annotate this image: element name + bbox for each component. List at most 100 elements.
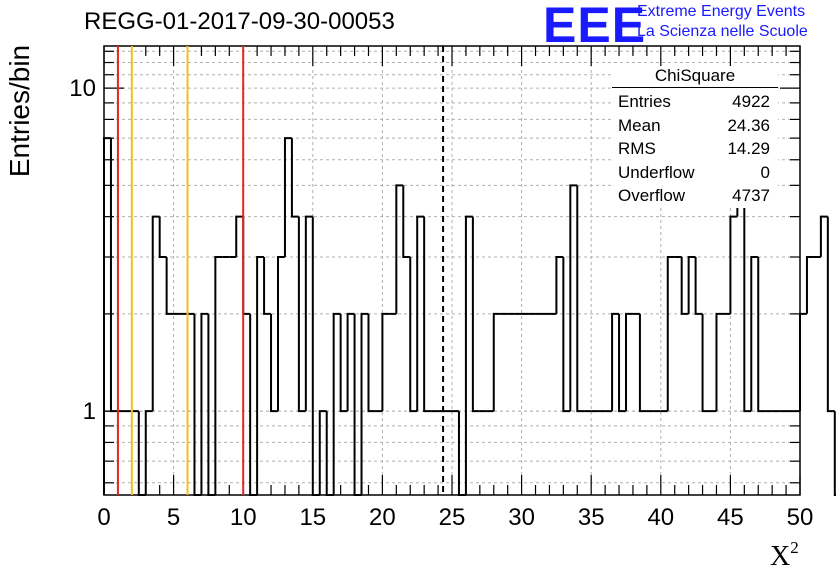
stats-value: 0	[760, 162, 770, 182]
histogram-bin	[353, 313, 362, 496]
histogram-bin	[701, 313, 710, 413]
stats-row-rms: RMS 14.29	[612, 137, 778, 161]
histogram-bin	[339, 313, 348, 413]
x-tick-label: 5	[167, 504, 180, 531]
stats-value: 14.29	[727, 139, 770, 158]
stats-row-mean: Mean 24.36	[612, 114, 778, 138]
histogram-bin	[492, 312, 501, 412]
x-tick-label: 50	[787, 504, 814, 531]
histogram-bin	[318, 410, 327, 495]
histogram-bin	[144, 410, 153, 495]
x-tick-label: 15	[299, 504, 326, 531]
histogram-bin	[402, 185, 411, 259]
histogram-bin	[750, 256, 759, 412]
histogram-bin	[687, 256, 696, 314]
stats-box: ChiSquare Entries 4922 Mean 24.36 RMS 14…	[612, 66, 778, 208]
histogram-bin	[277, 256, 285, 412]
histogram-bin	[625, 312, 633, 412]
histogram-bin	[805, 256, 814, 314]
histogram-bin	[576, 185, 585, 413]
histogram-bin	[297, 216, 306, 413]
histogram-bin	[409, 257, 418, 413]
histogram-bin	[416, 215, 425, 412]
histogram-bin	[193, 313, 202, 496]
histogram-bin	[423, 216, 432, 413]
stats-label: RMS	[618, 139, 656, 158]
stats-label: Entries	[618, 92, 671, 111]
histogram-bars	[103, 137, 836, 496]
histogram-bin	[214, 256, 223, 495]
histogram-bin	[332, 312, 341, 495]
logo-line-1: Extreme Energy Events	[637, 3, 806, 20]
x-axis-label: X2	[770, 538, 799, 573]
histogram-bin	[311, 216, 320, 496]
x-tick-label: 10	[230, 504, 257, 531]
histogram-bin	[290, 138, 299, 218]
histogram-bin	[283, 137, 292, 258]
histogram-bin	[457, 411, 466, 496]
histogram-bin	[304, 215, 313, 412]
y-tick-label: 1	[83, 398, 96, 425]
histogram-bin	[270, 313, 278, 413]
x-axis-label-superscript: 2	[790, 538, 799, 557]
histogram-bin	[819, 215, 828, 258]
histogram-bin	[158, 216, 167, 259]
x-tick-label: 25	[439, 504, 466, 531]
stats-row-entries: Entries 4922	[612, 90, 778, 114]
stats-label: Underflow	[618, 162, 695, 182]
histogram-bin	[165, 257, 174, 315]
histogram-bin	[151, 215, 160, 412]
x-axis-ticks: 0 5 10 15 20 25 30 35 40 45 50	[97, 46, 813, 531]
histogram-bin	[611, 312, 620, 412]
eee-logo: EEE	[543, 0, 647, 53]
x-tick-label: 30	[508, 504, 535, 531]
histogram-bin	[381, 312, 390, 412]
histogram-bin	[249, 313, 258, 496]
marker-lines	[116, 46, 445, 495]
histogram-bin	[137, 411, 146, 496]
histogram-bin	[360, 312, 369, 495]
x-axis-label-base: X	[770, 541, 791, 572]
histogram-bin	[555, 256, 564, 314]
histogram-bin	[694, 257, 703, 315]
histogram-bin	[826, 216, 835, 413]
histogram-bin	[103, 137, 111, 495]
x-tick-label: 40	[647, 504, 674, 531]
histogram-bin	[799, 312, 807, 412]
histogram-bin	[638, 313, 647, 413]
stats-row-underflow: Underflow 0	[612, 161, 778, 185]
y-tick-label: 10	[69, 75, 96, 102]
histogram-bin	[471, 216, 480, 413]
stats-row-overflow: Overflow 4737	[612, 184, 778, 208]
stats-label: Mean	[618, 115, 661, 135]
x-tick-label: 0	[97, 504, 110, 531]
histogram-bin	[715, 312, 724, 412]
stats-value: 4737	[732, 186, 770, 205]
x-tick-label: 20	[369, 504, 396, 531]
histogram-bin	[757, 257, 766, 413]
histogram-bin	[666, 256, 675, 412]
histogram-bin	[346, 312, 355, 412]
histogram-bin	[729, 215, 738, 314]
histogram-bin	[207, 313, 216, 496]
x-tick-label: 45	[717, 504, 744, 531]
histogram-bin	[109, 138, 118, 413]
histogram-bin	[569, 184, 578, 412]
histogram-bin	[680, 257, 689, 315]
histogram-bin	[235, 215, 244, 258]
histogram-bin	[833, 411, 836, 496]
stats-value: 24.36	[727, 115, 770, 135]
y-axis-label: Entries/bin	[4, 44, 35, 178]
stats-label: Overflow	[618, 186, 686, 205]
y-axis-ticks: 1 10	[69, 50, 800, 484]
histogram-bin	[367, 313, 376, 413]
chart-title: REGG-01-2017-09-30-00053	[84, 8, 395, 35]
histogram-bin	[242, 216, 251, 315]
stats-value: 4922	[732, 92, 770, 111]
histogram-bin	[395, 184, 404, 314]
histogram-bin	[618, 313, 626, 413]
stats-title: ChiSquare	[612, 66, 778, 88]
histogram-bin	[200, 312, 209, 495]
logo-line-2: La Scienza nelle Scuole	[637, 23, 808, 40]
